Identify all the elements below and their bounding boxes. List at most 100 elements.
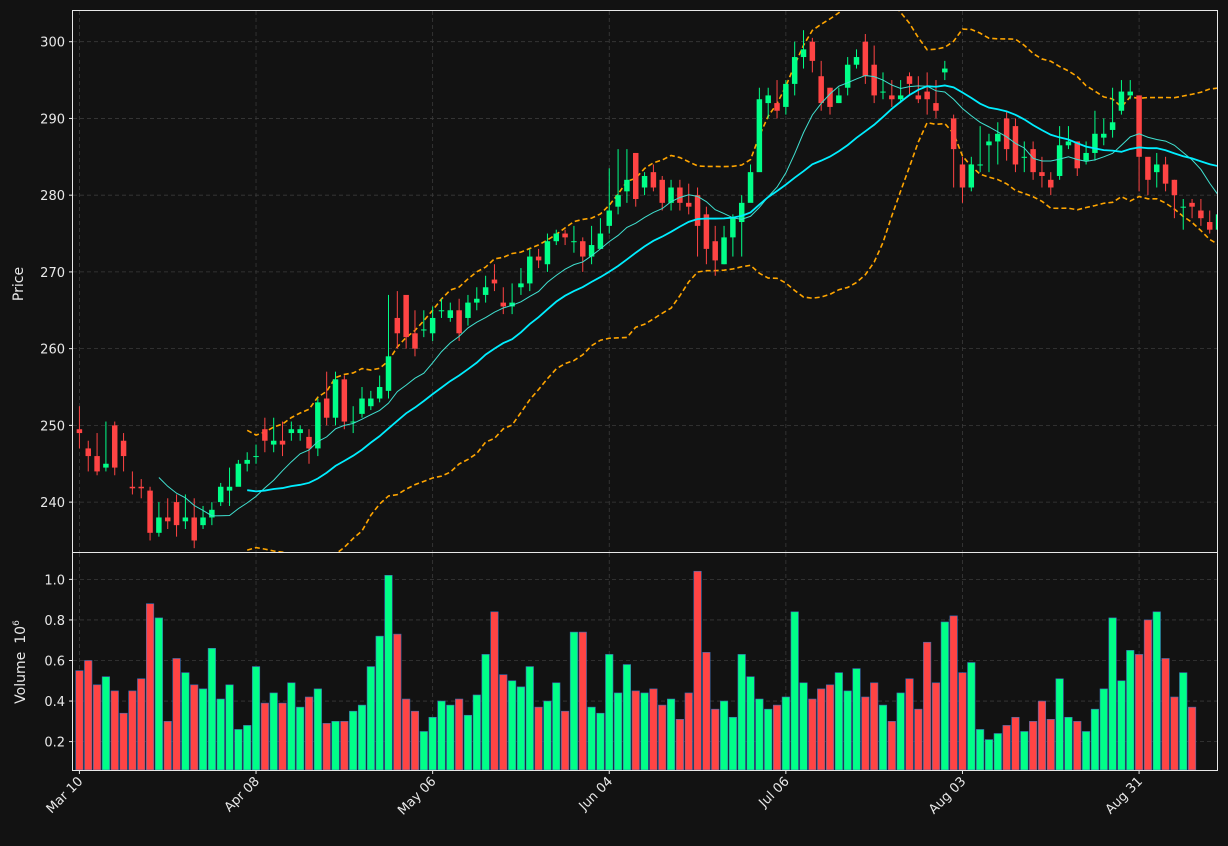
volume-bar (667, 698, 676, 771)
candle-body (394, 317, 401, 334)
candle-body (721, 237, 727, 265)
price-tick-label: 240 (40, 496, 65, 511)
candle-body (650, 172, 657, 188)
volume-bar (1020, 731, 1029, 771)
volume-bar (1099, 688, 1108, 771)
candle-body (659, 179, 665, 203)
volume-bar (984, 739, 994, 771)
candle-body (94, 456, 100, 472)
volume-bar (146, 603, 155, 771)
candle-body (765, 95, 771, 104)
candle-body (588, 245, 595, 257)
volume-bar (631, 690, 640, 771)
volume-bar (243, 725, 252, 771)
candle-body (85, 448, 91, 457)
candle-body (306, 436, 312, 449)
volume-axis-label-text: Volume (13, 652, 29, 704)
volume-bar (93, 684, 102, 771)
candle-body (730, 218, 736, 238)
candle-body (403, 294, 409, 338)
candle-body (580, 241, 586, 257)
candle-body (156, 517, 162, 533)
candle-body (641, 175, 648, 188)
volume-bar (75, 670, 84, 771)
candle-body (942, 68, 948, 73)
candle-body (447, 310, 454, 318)
volume-bar (958, 672, 967, 771)
volume-bar (799, 682, 808, 771)
candle-body (712, 241, 718, 261)
volume-bar (225, 684, 234, 771)
price-tick-label: 280 (40, 189, 65, 204)
volume-bar (949, 615, 958, 771)
price-tick-label: 290 (40, 112, 65, 127)
candle-body (350, 421, 356, 423)
candle-body (359, 398, 365, 414)
volume-bar (251, 666, 261, 771)
candle-body (977, 164, 983, 166)
candle-body (191, 517, 197, 541)
candle-body (924, 91, 930, 100)
candle-body (412, 333, 418, 349)
price-tick-label: 250 (40, 419, 65, 434)
volume-bar (1029, 721, 1038, 771)
volume-bar (658, 704, 667, 771)
volume-bar (278, 702, 287, 771)
volume-bar (1064, 716, 1073, 771)
volume-bar (1170, 696, 1179, 771)
volume-bar (525, 666, 534, 771)
volume-bar (596, 712, 605, 771)
volume-bar (870, 682, 879, 771)
volume-bar (1135, 654, 1144, 771)
candle-body (738, 202, 745, 223)
volume-bar (711, 708, 720, 771)
candle-body (615, 195, 621, 207)
volume-axis-exponent: 10 (13, 626, 29, 644)
price-tick-label: 300 (40, 36, 65, 51)
volume-bar (649, 688, 658, 771)
candle-body (906, 76, 913, 84)
volume-bar (137, 678, 146, 771)
volume-bar (472, 694, 481, 771)
volume-bar (1046, 718, 1055, 771)
candle-body (421, 329, 427, 331)
candle-body (76, 429, 83, 434)
volume-bar (755, 698, 764, 771)
candle-body (438, 310, 445, 312)
volume-bar (1179, 672, 1188, 771)
candle-body (889, 95, 895, 100)
candle-body (1083, 152, 1089, 161)
volume-bar (516, 686, 525, 771)
candle-body (1154, 164, 1160, 173)
x-tick-label: Aug 03 (926, 774, 969, 817)
volume-bar (834, 672, 843, 771)
candle-body (986, 141, 992, 146)
ma-fast-line (158, 74, 1217, 517)
volume-bar (481, 654, 490, 771)
bollinger-bands (246, 11, 1217, 552)
volume-bar (410, 710, 420, 771)
candle-body (783, 83, 789, 107)
volume-bar (1117, 680, 1126, 771)
candle-body (1048, 179, 1054, 188)
volume-bar (437, 700, 446, 771)
volume-bar (419, 731, 428, 771)
candle-body (800, 49, 807, 58)
volume-bar (605, 654, 614, 771)
candle-body (1039, 172, 1045, 176)
candle-body (288, 429, 295, 434)
candle-body (235, 463, 242, 487)
candle-body (1127, 91, 1133, 96)
candle-body (376, 387, 383, 399)
candle-body (482, 287, 489, 295)
ma-slow-line (247, 84, 1217, 493)
volume-bars (75, 570, 1197, 771)
candle-body (1074, 141, 1081, 169)
candle-body (244, 459, 250, 464)
volume-bar (746, 676, 755, 771)
volume-bar (808, 698, 817, 771)
candle-body (1145, 156, 1151, 180)
candle-body (500, 302, 507, 307)
volume-bar (1090, 708, 1099, 771)
volume-bar (1011, 716, 1020, 771)
